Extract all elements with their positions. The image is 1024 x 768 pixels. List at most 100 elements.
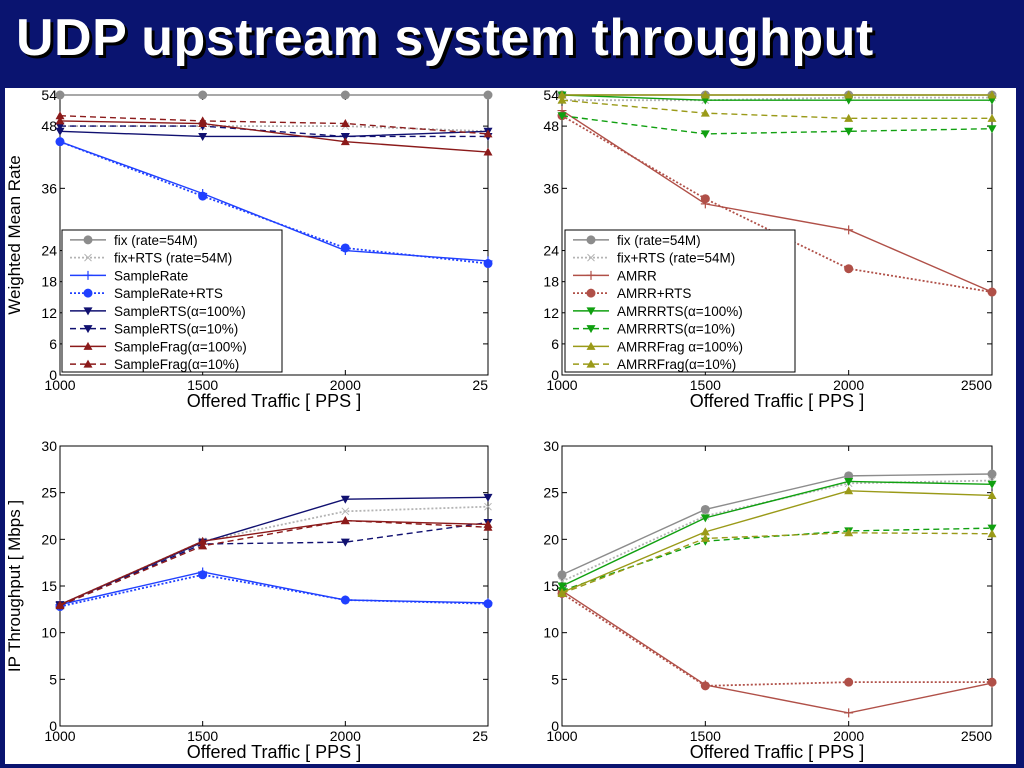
legend-item: SampleFrag(α=10%) — [70, 357, 239, 372]
series-line — [561, 592, 992, 687]
y-tick-label: 5 — [49, 671, 57, 687]
series-line — [561, 115, 993, 135]
y-axis-label: Weighted Mean Rate — [5, 155, 24, 314]
legend-item: fix (rate=54M) — [70, 233, 198, 248]
chart-2: 1000 1500 2000 2500 0 6 12 18 24 36 48 54 Offered Tr… — [543, 88, 997, 411]
legend-label: SampleRTS(α=10%) — [114, 322, 238, 337]
y-tick-label: 15 — [41, 578, 57, 594]
y-tick-label: 20 — [41, 531, 57, 547]
series-line — [59, 120, 489, 153]
legend-marker — [83, 359, 93, 368]
x-tick-label: 1500 — [187, 377, 218, 393]
x-axis-label: Offered Traffic [ PPS ] — [187, 391, 361, 411]
data-point — [987, 287, 997, 297]
data-point — [987, 469, 997, 479]
y-tick-label: 10 — [41, 625, 57, 641]
legend-item: SampleRate — [70, 268, 188, 283]
data-point — [340, 132, 350, 141]
y-tick-label: 36 — [41, 180, 57, 196]
legend-label: AMRR+RTS — [617, 286, 691, 301]
x-tick-label: 2500 — [961, 377, 992, 393]
data-point — [55, 116, 65, 125]
legend-label: SampleRTS(α=100%) — [114, 304, 246, 319]
series-8 — [557, 528, 997, 597]
x-tick-label: 2000 — [330, 377, 361, 393]
legend-marker — [83, 288, 93, 298]
y-tick-label: 25 — [543, 485, 559, 501]
legend-label: fix (rate=54M) — [617, 233, 701, 248]
data-point — [198, 191, 208, 201]
legend-label: SampleFrag(α=100%) — [114, 339, 247, 354]
plot-frame — [561, 445, 993, 727]
data-point — [198, 541, 208, 550]
x-axis-label: Offered Traffic [ PPS ] — [690, 391, 864, 411]
data-point — [340, 595, 350, 605]
data-point — [198, 132, 208, 141]
series-8 — [557, 95, 997, 122]
data-point — [700, 681, 710, 691]
data-point — [483, 90, 493, 100]
legend-marker — [586, 235, 596, 245]
y-tick-label: 24 — [41, 243, 57, 259]
y-tick-label: 25 — [41, 485, 57, 501]
series-line — [59, 521, 489, 607]
legend-marker — [83, 270, 93, 280]
y-tick-label: 54 — [543, 88, 559, 103]
data-point — [844, 677, 854, 687]
legend-label: fix (rate=54M) — [114, 233, 198, 248]
legend-item: SampleFrag(α=100%) — [70, 339, 247, 354]
legend-item: fix (rate=54M) — [573, 233, 701, 248]
legend-marker — [83, 307, 93, 316]
legend-item: fix+RTS (rate=54M) — [70, 251, 232, 266]
data-point — [55, 90, 65, 100]
y-tick-label: 36 — [543, 180, 559, 196]
legend-marker — [586, 341, 596, 350]
series-1 — [56, 502, 492, 609]
series-7 — [55, 116, 493, 156]
legend-item: AMRR+RTS — [573, 286, 691, 301]
series-line — [60, 125, 488, 138]
data-point — [987, 90, 997, 99]
legend-item: SampleRate+RTS — [70, 286, 223, 301]
data-point — [844, 708, 854, 718]
legend-label: AMRRRTS(α=10%) — [617, 322, 735, 337]
legend-item: fix+RTS (rate=54M) — [573, 251, 735, 266]
title-bar: UDP upstream system throughput — [0, 0, 1024, 88]
data-point — [844, 90, 854, 99]
legend-item: AMRRRTS(α=100%) — [573, 304, 743, 319]
chart-1: 1000 1500 2000 25 0 6 12 18 24 36 48 54 Offered Traf… — [5, 88, 493, 411]
data-point — [340, 516, 350, 525]
y-tick-label: 12 — [41, 305, 57, 321]
series-7 — [557, 90, 997, 99]
data-point — [557, 90, 567, 99]
series-line — [59, 140, 489, 265]
data-point — [340, 90, 350, 100]
data-point — [987, 125, 997, 134]
data-point — [483, 147, 493, 156]
series-4 — [55, 493, 493, 610]
y-tick-label: 30 — [41, 438, 57, 454]
series-1 — [55, 90, 493, 100]
series-line — [59, 115, 489, 135]
data-point — [340, 495, 350, 504]
series-line — [561, 94, 992, 101]
data-point — [198, 536, 208, 545]
legend-label: SampleRate — [114, 268, 188, 283]
series-line — [59, 519, 489, 607]
legend-label: SampleFrag(α=10%) — [114, 357, 239, 372]
series-line — [59, 573, 489, 608]
y-tick-label: 12 — [543, 305, 559, 321]
series-5 — [557, 477, 997, 591]
data-point — [844, 486, 854, 495]
data-point — [844, 225, 854, 235]
series-line — [59, 130, 489, 138]
data-point — [483, 493, 493, 502]
x-tick-label: 1000 — [546, 377, 577, 393]
data-point — [557, 112, 567, 121]
chart-panel: 1000 1500 2000 25 0 6 12 18 24 36 48 54 Offered Traf… — [5, 88, 1016, 764]
series-line — [59, 519, 489, 606]
legend-label: AMRRFrag α=100%) — [617, 339, 743, 354]
data-point — [55, 137, 65, 147]
y-tick-label: 48 — [41, 118, 57, 134]
